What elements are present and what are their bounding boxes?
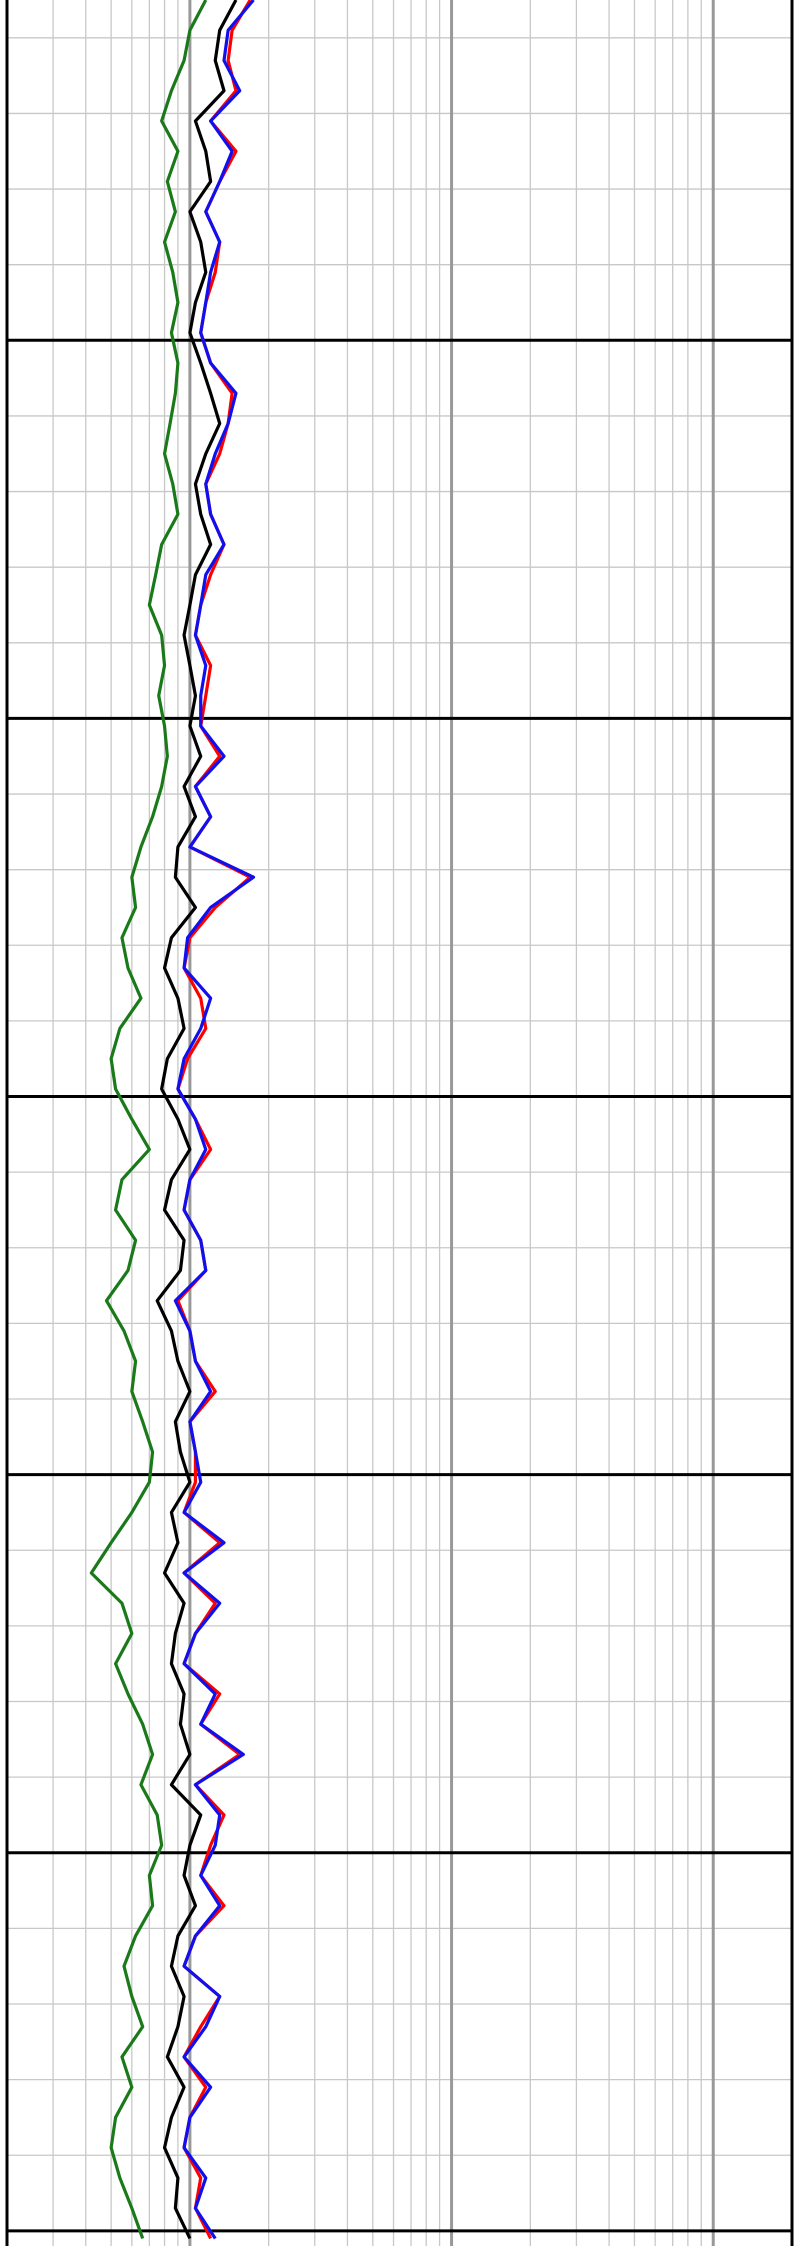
curve	[89, 0, 208, 2239]
curve	[173, 0, 256, 2240]
curve	[155, 0, 238, 2240]
